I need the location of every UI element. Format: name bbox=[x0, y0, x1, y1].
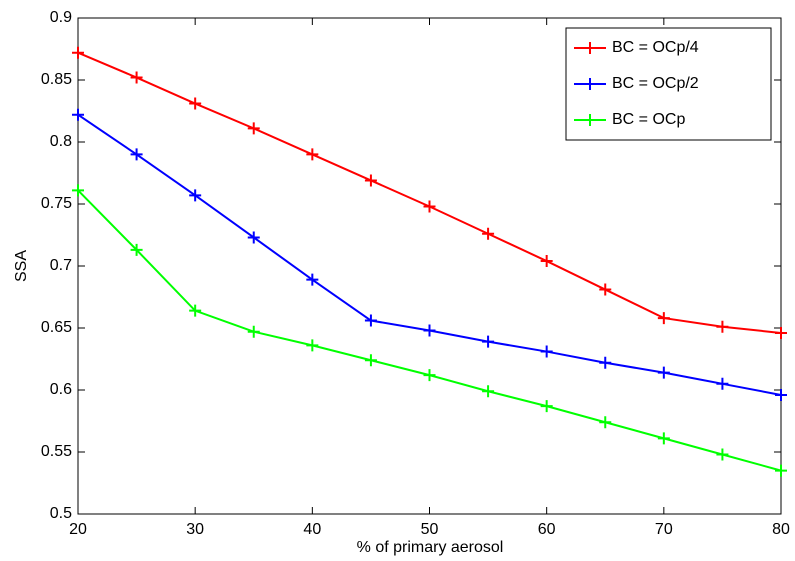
legend-marker bbox=[584, 114, 596, 126]
marker bbox=[247, 325, 260, 338]
x-tick-label: 70 bbox=[655, 521, 673, 538]
marker bbox=[306, 148, 319, 161]
y-tick-label: 0.55 bbox=[41, 443, 72, 460]
marker bbox=[775, 464, 787, 477]
marker bbox=[364, 174, 377, 187]
marker bbox=[130, 148, 143, 161]
x-tick-label: 20 bbox=[69, 521, 87, 538]
marker bbox=[423, 200, 436, 213]
y-tick-label: 0.6 bbox=[50, 381, 72, 398]
x-axis-label: % of primary aerosol bbox=[357, 539, 504, 556]
marker bbox=[130, 71, 143, 84]
y-tick-label: 0.8 bbox=[50, 133, 72, 150]
marker bbox=[189, 189, 202, 202]
x-tick-label: 30 bbox=[186, 521, 204, 538]
y-tick-label: 0.75 bbox=[41, 195, 72, 212]
marker bbox=[189, 97, 202, 110]
marker bbox=[423, 324, 436, 337]
marker bbox=[775, 388, 787, 401]
y-tick-label: 0.85 bbox=[41, 71, 72, 88]
legend-label: BC = OCp/2 bbox=[612, 75, 699, 92]
marker bbox=[657, 432, 670, 445]
legend-label: BC = OCp/4 bbox=[612, 39, 699, 56]
marker bbox=[716, 320, 729, 333]
marker bbox=[540, 345, 553, 358]
x-tick-label: 50 bbox=[421, 521, 439, 538]
x-tick-label: 80 bbox=[772, 521, 790, 538]
y-axis-label: SSA bbox=[13, 250, 30, 282]
x-tick-label: 40 bbox=[303, 521, 321, 538]
marker bbox=[72, 46, 84, 59]
marker bbox=[130, 243, 143, 256]
y-tick-label: 0.65 bbox=[41, 319, 72, 336]
marker bbox=[72, 108, 84, 121]
marker bbox=[599, 416, 612, 429]
marker bbox=[657, 366, 670, 379]
marker bbox=[364, 314, 377, 327]
y-tick-label: 0.9 bbox=[50, 9, 72, 26]
marker bbox=[72, 184, 84, 197]
marker bbox=[540, 255, 553, 268]
marker bbox=[775, 326, 787, 339]
marker bbox=[482, 385, 495, 398]
marker bbox=[247, 231, 260, 244]
marker bbox=[540, 400, 553, 413]
marker bbox=[306, 339, 319, 352]
marker bbox=[482, 227, 495, 240]
marker bbox=[423, 369, 436, 382]
marker bbox=[306, 273, 319, 286]
legend-label: BC = OCp bbox=[612, 111, 685, 128]
x-tick-label: 60 bbox=[538, 521, 556, 538]
marker bbox=[599, 356, 612, 369]
marker bbox=[482, 335, 495, 348]
y-tick-label: 0.5 bbox=[50, 505, 72, 522]
marker bbox=[657, 312, 670, 325]
marker bbox=[716, 377, 729, 390]
legend-marker bbox=[584, 78, 596, 90]
marker bbox=[189, 304, 202, 317]
y-tick-label: 0.7 bbox=[50, 257, 72, 274]
marker bbox=[716, 448, 729, 461]
legend-marker bbox=[584, 42, 596, 54]
marker bbox=[364, 354, 377, 367]
marker bbox=[599, 283, 612, 296]
marker bbox=[247, 122, 260, 135]
